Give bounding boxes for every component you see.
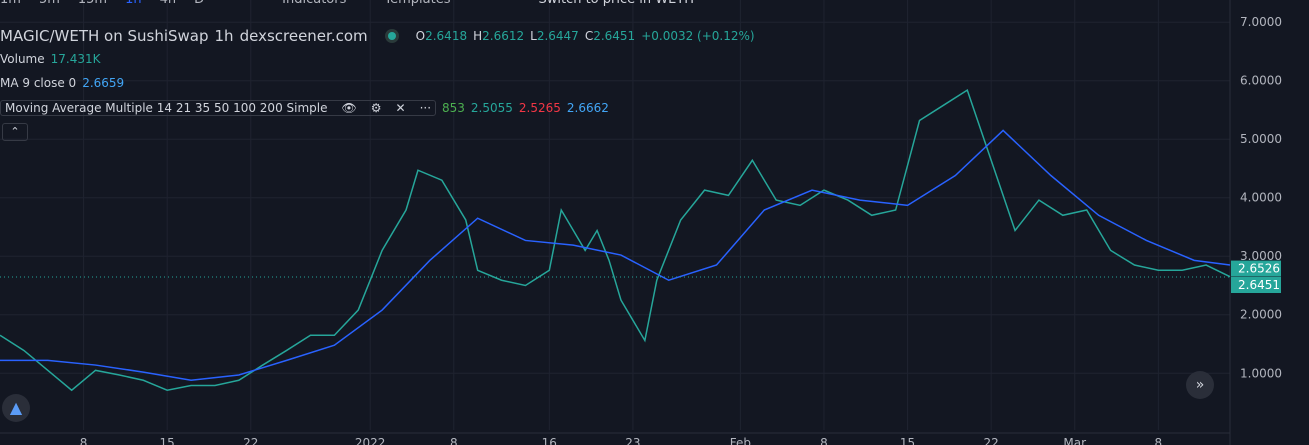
c-label: C [584, 29, 594, 43]
y-tick-label: 4.0000 [1240, 191, 1282, 205]
interval[interactable]: 1m [0, 0, 21, 10]
interval[interactable]: 4h [160, 0, 177, 10]
logo: ▲ [2, 394, 30, 422]
y-tick-label: 1.0000 [1240, 366, 1282, 380]
x-tick-label: 8 [1155, 436, 1163, 445]
eye-icon[interactable]: 👁 [341, 101, 357, 115]
interval[interactable]: 1h [125, 0, 142, 10]
x-tick-label: 22 [243, 436, 258, 445]
templates-button[interactable]: Templates [384, 0, 450, 10]
x-tick-label: 15 [900, 436, 915, 445]
volume-label: Volume [0, 52, 45, 66]
y-tick-label: 3.0000 [1240, 249, 1282, 263]
y-tick-label: 6.0000 [1240, 74, 1282, 88]
volume-value: 17.431K [50, 52, 101, 66]
c-value: 2.6451 [593, 29, 636, 43]
interval[interactable]: 5m [39, 0, 60, 10]
switch-button[interactable]: Switch to price in WETH [538, 0, 694, 10]
h-label: H [473, 29, 483, 43]
x-tick-label: 16 [542, 436, 557, 445]
toolbar: 1m 5m 15m 1h 4h D Indicators Templates S… [0, 0, 694, 10]
x-tick-label: 15 [160, 436, 175, 445]
l-value: 2.6447 [536, 29, 579, 43]
mam-label: Moving Average Multiple 14 21 35 50 100 … [5, 101, 328, 115]
mam-value: 853 [442, 101, 465, 115]
legend-ma: MA 9 close 0 2.6659 [0, 76, 124, 90]
price-label-box [1231, 260, 1281, 277]
x-tick-label: Mar [1063, 436, 1086, 445]
o-value: 2.6418 [425, 29, 468, 43]
x-tick-label: 8 [450, 436, 458, 445]
source: dexscreener.com [239, 27, 368, 45]
settings-icon[interactable]: ⚙ [370, 101, 382, 115]
more-icon[interactable]: ··· [419, 101, 432, 115]
close-icon[interactable]: ✕ [395, 101, 406, 115]
h-value: 2.6612 [482, 29, 525, 43]
status-dot [387, 32, 396, 40]
price-label: 2.6526 [1238, 262, 1280, 276]
indicator-box: Moving Average Multiple 14 21 35 50 100 … [0, 100, 437, 116]
price-line [0, 129, 1231, 382]
interval[interactable]: D [194, 0, 204, 10]
o-label: O [415, 29, 426, 43]
price-line [0, 88, 1231, 392]
y-tick-label: 5.0000 [1240, 132, 1282, 146]
x-tick-label: 2022 [355, 436, 386, 445]
interval: 1h [214, 27, 234, 45]
change: +0.0032 (+0.12%) [641, 29, 755, 43]
y-tick-label: 7.0000 [1240, 15, 1282, 29]
x-tick-label: 8 [80, 436, 88, 445]
pair: MAGIC/WETH on SushiSwap [0, 27, 209, 45]
scroll-button[interactable]: » [1186, 371, 1214, 399]
indicators-button[interactable]: Indicators [282, 0, 346, 10]
legend-main: MAGIC/WETH on SushiSwap 1h dexscreener.c… [0, 27, 755, 45]
legend-mam: Moving Average Multiple 14 21 35 50 100 … [0, 100, 609, 116]
y-tick-label: 2.0000 [1240, 308, 1282, 322]
price-label: 2.6451 [1238, 278, 1280, 292]
mam-value: 2.6662 [566, 101, 609, 115]
l-label: L [530, 29, 537, 43]
ma-value: 2.6659 [82, 76, 125, 90]
price-label-box [1231, 277, 1281, 294]
ma-label: MA 9 close 0 [0, 76, 77, 90]
mam-value: 2.5265 [518, 101, 561, 115]
interval[interactable]: 15m [78, 0, 107, 10]
collapse-button[interactable]: ⌃ [2, 123, 28, 141]
x-tick-label: 22 [984, 436, 999, 445]
x-tick-label: 23 [625, 436, 640, 445]
x-tick-label: 8 [820, 436, 828, 445]
mam-value: 2.5055 [470, 101, 513, 115]
x-tick-label: Feb [730, 436, 751, 445]
legend-volume: Volume 17.431K [0, 52, 101, 66]
